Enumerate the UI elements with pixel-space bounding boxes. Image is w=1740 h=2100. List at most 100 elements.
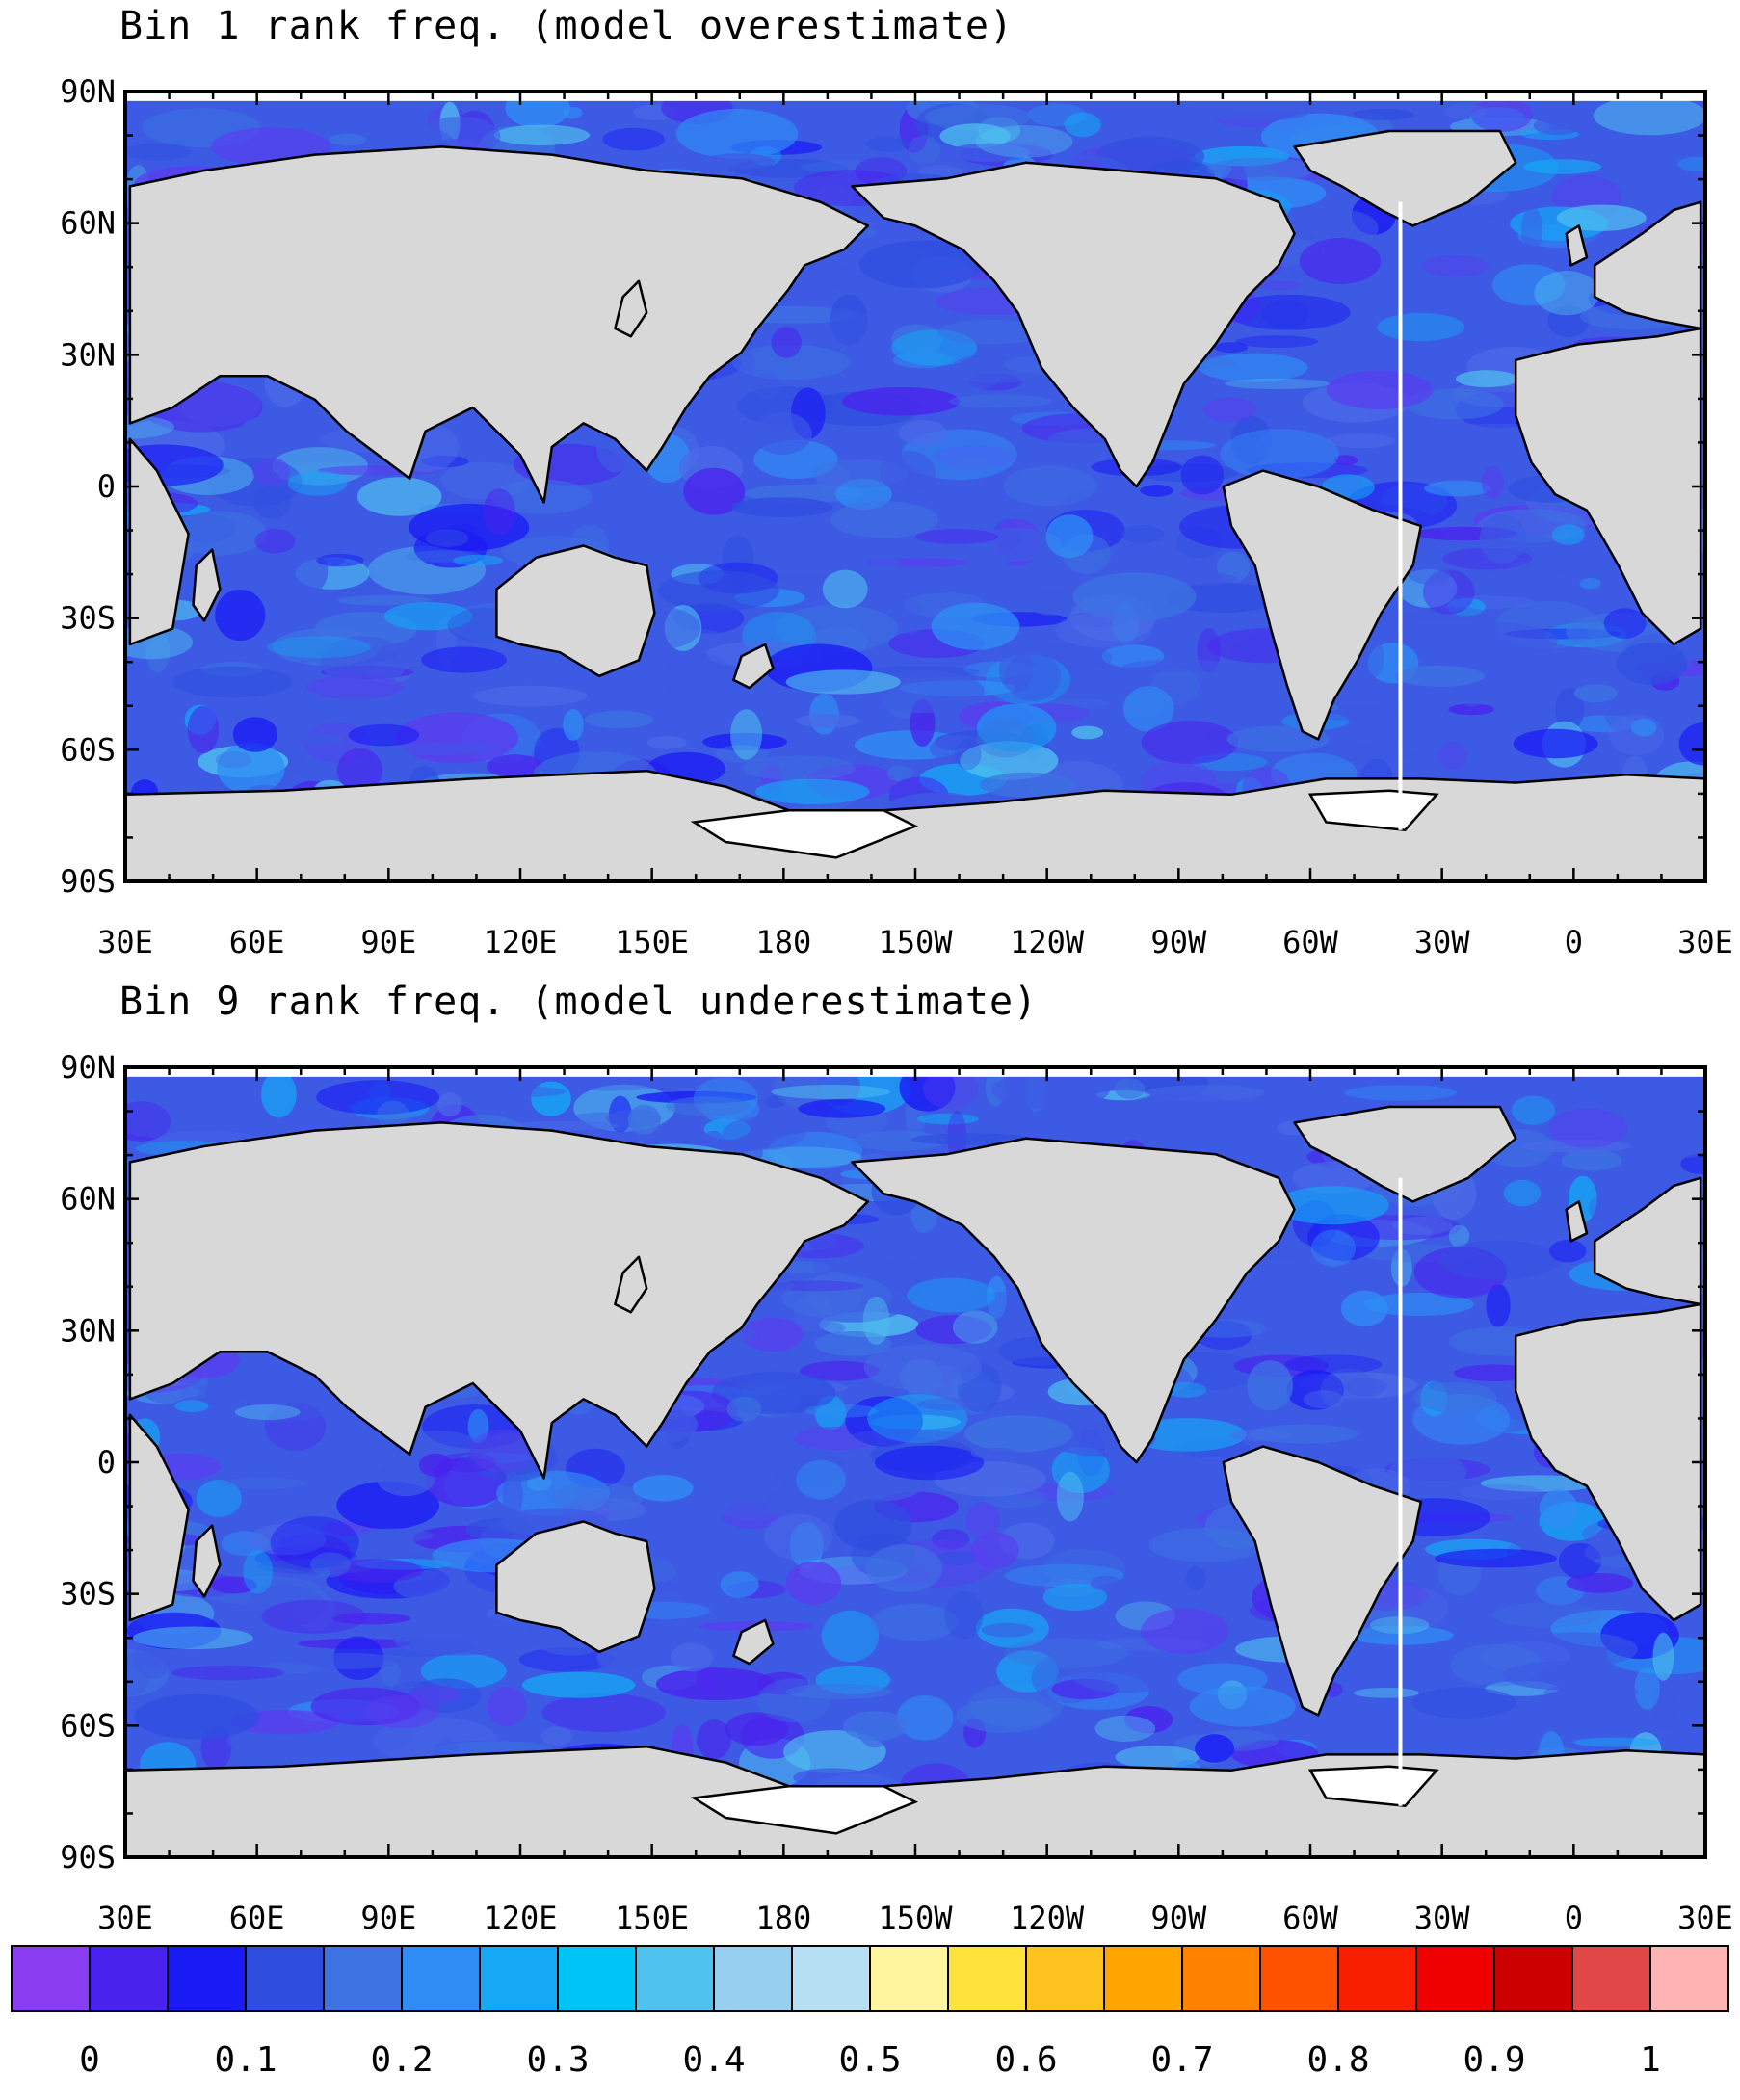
ocean-patch bbox=[1387, 1452, 1467, 1494]
ocean-patch bbox=[1165, 582, 1279, 613]
land-mass bbox=[1565, 1200, 1589, 1243]
ocean-patch bbox=[364, 1695, 439, 1729]
ocean-patch bbox=[345, 519, 390, 546]
ocean-patch bbox=[1122, 659, 1233, 674]
ocean-patch bbox=[1214, 342, 1249, 354]
ocean-patch bbox=[1141, 1608, 1229, 1654]
ocean-patch bbox=[657, 570, 779, 612]
colorbar-label: 1 bbox=[1640, 2040, 1661, 2080]
ocean-patch bbox=[1377, 312, 1465, 342]
ocean-patch bbox=[1141, 721, 1239, 764]
ocean-patch bbox=[1492, 1602, 1603, 1628]
ocean-patch bbox=[1564, 1675, 1595, 1705]
ocean-patch bbox=[702, 153, 776, 170]
ocean-patch bbox=[125, 143, 192, 161]
ocean-patch bbox=[725, 1712, 789, 1746]
ocean-patch bbox=[879, 451, 936, 493]
colorbar-box bbox=[1181, 1945, 1261, 2012]
ocean-patch bbox=[1453, 1364, 1535, 1381]
colorbar-box bbox=[1025, 1945, 1105, 2012]
ocean-patch bbox=[601, 1654, 646, 1672]
land-mass bbox=[1222, 469, 1423, 741]
axis-ticks-1 bbox=[123, 90, 1707, 883]
ocean-patch bbox=[226, 1730, 269, 1752]
ocean-patch bbox=[646, 735, 687, 749]
ocean-patch bbox=[1247, 1360, 1293, 1411]
ocean-patch bbox=[855, 157, 908, 186]
ocean-patch bbox=[125, 1101, 171, 1142]
colorbar-box bbox=[947, 1945, 1027, 2012]
ocean-patch bbox=[549, 1077, 671, 1091]
lat-label: 0 bbox=[97, 468, 116, 505]
lon-label: 180 bbox=[755, 924, 811, 960]
lat-labels-2: 90N 60N 30N 0 30S 60S 90S bbox=[60, 1049, 116, 1876]
ocean-patch bbox=[1652, 1632, 1674, 1681]
ocean-patch bbox=[171, 1665, 284, 1681]
ocean-patch bbox=[823, 310, 879, 353]
ocean-patch bbox=[356, 477, 442, 516]
colorbar-labels: 0 0.1 0.2 0.3 0.4 0.5 0.6 0.7 0.8 0.9 1 bbox=[79, 2040, 1661, 2080]
ocean-patch bbox=[1226, 294, 1351, 330]
ocean-patch bbox=[939, 123, 1011, 149]
ocean-patch bbox=[425, 529, 469, 548]
ocean-patch bbox=[1549, 1239, 1587, 1263]
ocean-patch bbox=[870, 549, 902, 590]
ocean-patch bbox=[254, 528, 296, 554]
ocean-patch bbox=[1003, 465, 1097, 507]
ocean-patch bbox=[866, 136, 912, 152]
ocean-patch bbox=[1311, 1229, 1356, 1268]
colorbar-label: 0.6 bbox=[994, 2040, 1057, 2080]
colorbar-box bbox=[1493, 1945, 1573, 2012]
ocean-patch bbox=[916, 1113, 979, 1125]
land-mass bbox=[495, 1520, 656, 1654]
ocean-patch bbox=[1343, 1085, 1458, 1101]
lon-label: 180 bbox=[755, 1900, 811, 1936]
ocean-patch bbox=[234, 1404, 301, 1420]
ocean-patch bbox=[1437, 741, 1467, 771]
land-mass bbox=[1593, 200, 1702, 330]
ocean-patch bbox=[866, 1544, 943, 1593]
ocean-patch bbox=[1327, 433, 1395, 449]
ocean-patch bbox=[1354, 1688, 1419, 1698]
ocean-patch bbox=[1410, 1687, 1516, 1719]
lat-label: 30N bbox=[60, 1312, 116, 1349]
ocean-patch bbox=[1479, 513, 1526, 564]
lat-label: 60N bbox=[60, 1181, 116, 1218]
ocean-patch bbox=[1275, 1186, 1389, 1225]
colorbar-label: 0.1 bbox=[214, 2040, 277, 2080]
land-mass bbox=[1565, 224, 1589, 267]
ocean-patch bbox=[1341, 1290, 1388, 1326]
lon-labels-2: 30E 60E 90E 120E 150E 180 150W 120W 90W 60W 30W 0 30… bbox=[97, 1900, 1733, 1936]
ocean-patch bbox=[922, 1068, 979, 1110]
ocean-patch bbox=[804, 1404, 879, 1418]
ocean-patch bbox=[1435, 622, 1558, 660]
ocean-patch bbox=[320, 636, 408, 688]
land-mass bbox=[851, 1137, 1296, 1464]
ocean-patch bbox=[720, 1571, 759, 1598]
ocean-patch bbox=[584, 710, 654, 729]
ocean-patch bbox=[1398, 415, 1450, 431]
ocean-patch bbox=[970, 1447, 1021, 1459]
ocean-patch bbox=[232, 717, 277, 752]
ocean-patch bbox=[916, 1398, 987, 1411]
lat-label: 60S bbox=[60, 1707, 116, 1744]
ocean-patch bbox=[898, 420, 947, 446]
ocean-patch bbox=[187, 705, 220, 754]
axis-ticks-2 bbox=[123, 1065, 1707, 1859]
ocean-patch bbox=[867, 1394, 968, 1443]
colorbar-box bbox=[869, 1945, 949, 2012]
ocean-patch bbox=[316, 1080, 440, 1115]
ocean-patch bbox=[1522, 1139, 1631, 1153]
ocean-patch bbox=[841, 386, 961, 416]
ocean-patch bbox=[1561, 1149, 1622, 1171]
land-mass bbox=[614, 1255, 648, 1314]
ocean-patch bbox=[796, 1459, 846, 1500]
ocean-patch bbox=[329, 1559, 424, 1583]
panel-title-2: Bin 9 rank freq. (model underestimate) bbox=[119, 980, 1038, 1024]
ocean-patch bbox=[1286, 1370, 1344, 1410]
ocean-patch bbox=[1631, 719, 1657, 737]
land-mass bbox=[1593, 1176, 1702, 1306]
ocean-patch bbox=[1042, 1583, 1108, 1612]
lon-label: 120W bbox=[1010, 1900, 1085, 1936]
ocean-patch bbox=[1533, 116, 1583, 136]
